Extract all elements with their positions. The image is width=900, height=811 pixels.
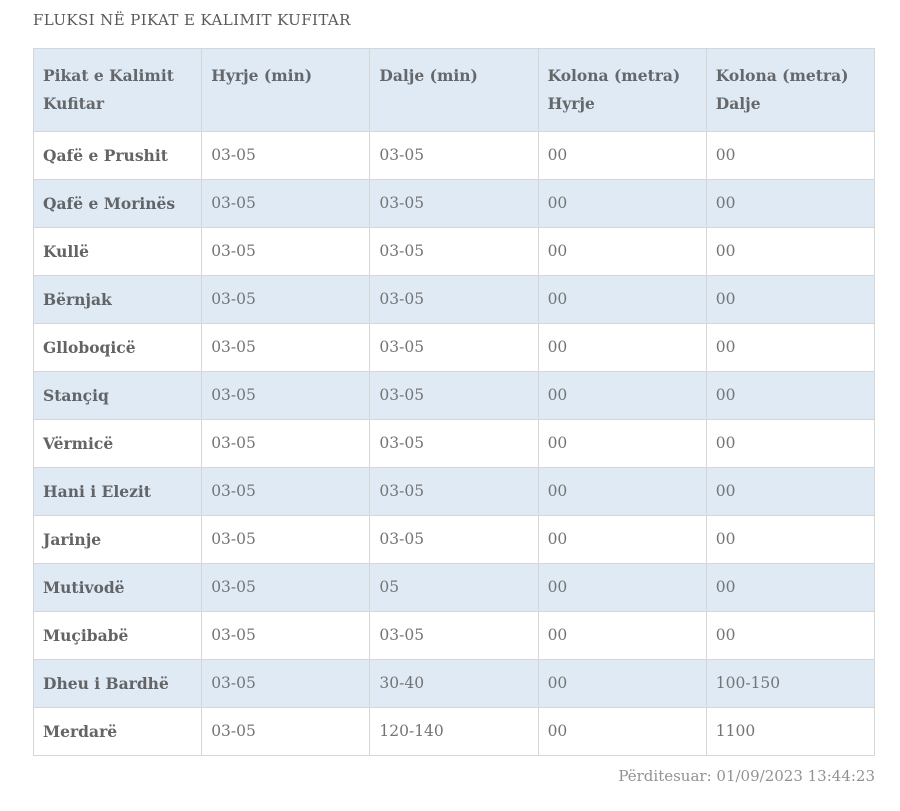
queue-exit-cell: 00 (705, 563, 876, 612)
queue-entry-cell: 00 (537, 611, 707, 660)
queue-entry-cell: 00 (537, 515, 707, 564)
exit-min-cell: 03-05 (369, 467, 539, 516)
queue-entry-cell: 00 (537, 227, 707, 276)
queue-exit-cell: 00 (705, 275, 876, 324)
entry-min-cell: 03-05 (201, 563, 371, 612)
exit-min-cell: 03-05 (369, 419, 539, 468)
column-header-exit-min: Dalje (min) (369, 48, 539, 132)
updated-timestamp: Përditesuar: 01/09/2023 13:44:23 (618, 767, 875, 785)
queue-entry-cell: 00 (537, 419, 707, 468)
entry-min-cell: 03-05 (201, 179, 371, 228)
crossing-name-cell: Qafë e Prushit (32, 131, 203, 180)
entry-min-cell: 03-05 (201, 227, 371, 276)
table-row: Jarinje 03-05 03-05 00 00 (32, 515, 876, 564)
column-header-queue-entry: Kolona (metra) Hyrje (537, 48, 707, 132)
crossing-name-cell: Mutivodë (32, 563, 203, 612)
exit-min-cell: 120-140 (369, 707, 539, 756)
queue-entry-cell: 00 (537, 563, 707, 612)
queue-exit-cell: 00 (705, 323, 876, 372)
entry-min-cell: 03-05 (201, 611, 371, 660)
column-header-queue-exit: Kolona (metra) Dalje (705, 48, 876, 132)
crossing-name-cell: Jarinje (32, 515, 203, 564)
crossing-name-cell: Hani i Elezit (32, 467, 203, 516)
exit-min-cell: 03-05 (369, 371, 539, 420)
entry-min-cell: 03-05 (201, 515, 371, 564)
crossing-name-cell: Glloboqicë (32, 323, 203, 372)
column-header-crossing-points: Pikat e Kalimit Kufitar (32, 48, 203, 132)
exit-min-cell: 03-05 (369, 611, 539, 660)
queue-entry-cell: 00 (537, 659, 707, 708)
crossing-name-cell: Bërnjak (32, 275, 203, 324)
crossing-name-cell: Vërmicë (32, 419, 203, 468)
crossing-name-cell: Kullë (32, 227, 203, 276)
page-title: FLUKSI NË PIKAT E KALIMIT KUFITAR (33, 11, 351, 29)
table-row: Mutivodë 03-05 05 00 00 (32, 563, 876, 612)
table-body: Qafë e Prushit 03-05 03-05 00 00 Qafë e Morin… (32, 131, 876, 756)
table-row: Merdarë 03-05 120-140 00 1100 (32, 707, 876, 756)
exit-min-cell: 03-05 (369, 131, 539, 180)
table-row: Muçibabë 03-05 03-05 00 00 (32, 611, 876, 660)
queue-entry-cell: 00 (537, 179, 707, 228)
queue-exit-cell: 00 (705, 371, 876, 420)
entry-min-cell: 03-05 (201, 371, 371, 420)
entry-min-cell: 03-05 (201, 323, 371, 372)
queue-exit-cell: 00 (705, 227, 876, 276)
queue-exit-cell: 00 (705, 419, 876, 468)
queue-entry-cell: 00 (537, 467, 707, 516)
entry-min-cell: 03-05 (201, 707, 371, 756)
exit-min-cell: 30-40 (369, 659, 539, 708)
table-row: Glloboqicë 03-05 03-05 00 00 (32, 323, 876, 372)
entry-min-cell: 03-05 (201, 131, 371, 180)
table-row: Vërmicë 03-05 03-05 00 00 (32, 419, 876, 468)
crossing-name-cell: Dheu i Bardhë (32, 659, 203, 708)
exit-min-cell: 03-05 (369, 323, 539, 372)
queue-entry-cell: 00 (537, 131, 707, 180)
queue-exit-cell: 00 (705, 467, 876, 516)
entry-min-cell: 03-05 (201, 659, 371, 708)
page: FLUKSI NË PIKAT E KALIMIT KUFITAR Pikat … (32, 11, 876, 785)
crossing-name-cell: Muçibabë (32, 611, 203, 660)
crossing-name-cell: Merdarë (32, 707, 203, 756)
queue-exit-cell: 00 (705, 179, 876, 228)
exit-min-cell: 03-05 (369, 515, 539, 564)
crossing-name-cell: Stançiq (32, 371, 203, 420)
exit-min-cell: 03-05 (369, 179, 539, 228)
column-header-entry-min: Hyrje (min) (201, 48, 371, 132)
entry-min-cell: 03-05 (201, 419, 371, 468)
queue-entry-cell: 00 (537, 707, 707, 756)
queue-entry-cell: 00 (537, 275, 707, 324)
exit-min-cell: 05 (369, 563, 539, 612)
entry-min-cell: 03-05 (201, 467, 371, 516)
crossing-name-cell: Qafë e Morinës (32, 179, 203, 228)
table-row: Dheu i Bardhë 03-05 30-40 00 100-150 (32, 659, 876, 708)
table-row: Bërnjak 03-05 03-05 00 00 (32, 275, 876, 324)
queue-exit-cell: 00 (705, 131, 876, 180)
queue-entry-cell: 00 (537, 371, 707, 420)
queue-exit-cell: 1100 (705, 707, 876, 756)
table-header-row: Pikat e Kalimit Kufitar Hyrje (min) Dalj… (32, 48, 876, 132)
queue-exit-cell: 100-150 (705, 659, 876, 708)
queue-entry-cell: 00 (537, 323, 707, 372)
table-row: Kullë 03-05 03-05 00 00 (32, 227, 876, 276)
queue-exit-cell: 00 (705, 611, 876, 660)
exit-min-cell: 03-05 (369, 227, 539, 276)
table-row: Hani i Elezit 03-05 03-05 00 00 (32, 467, 876, 516)
table-row: Qafë e Morinës 03-05 03-05 00 00 (32, 179, 876, 228)
entry-min-cell: 03-05 (201, 275, 371, 324)
table-row: Stançiq 03-05 03-05 00 00 (32, 371, 876, 420)
table-row: Qafë e Prushit 03-05 03-05 00 00 (32, 131, 876, 180)
exit-min-cell: 03-05 (369, 275, 539, 324)
border-crossings-table: Pikat e Kalimit Kufitar Hyrje (min) Dalj… (32, 48, 876, 756)
queue-exit-cell: 00 (705, 515, 876, 564)
